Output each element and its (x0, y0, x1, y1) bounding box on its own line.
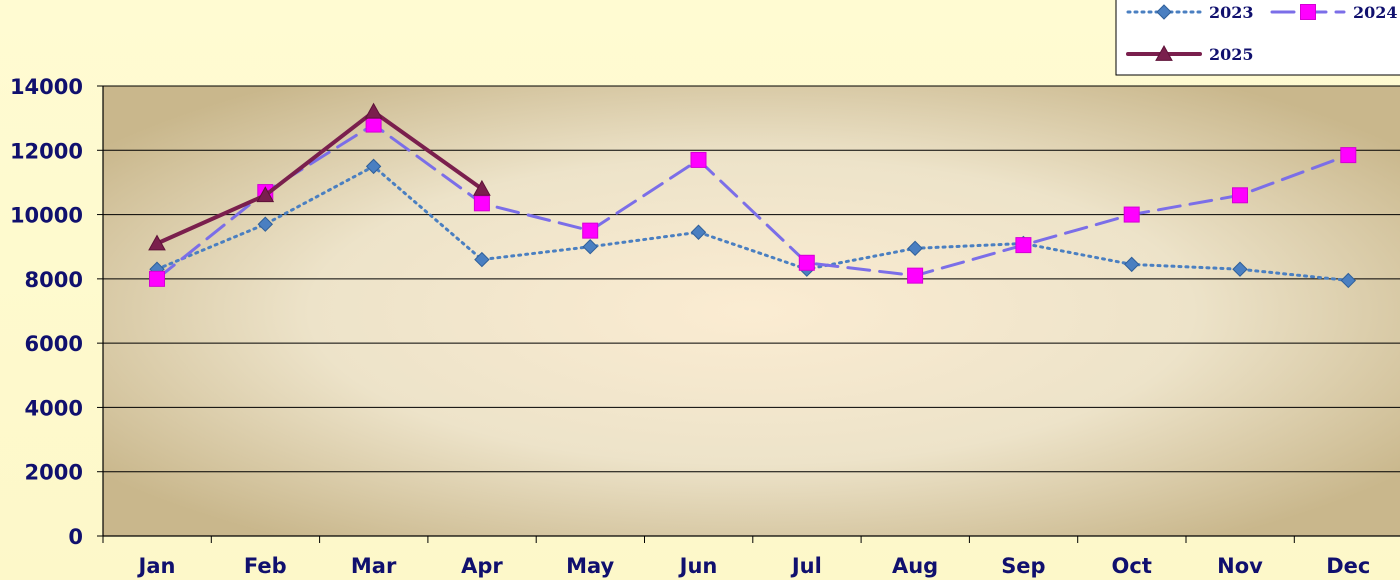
data-point-2024 (582, 222, 599, 239)
data-point-2025 (256, 186, 275, 203)
y-tick-label: 12000 (10, 139, 83, 163)
data-point-2023 (1340, 272, 1357, 289)
data-point-2024 (473, 195, 490, 212)
x-tick-label: Apr (461, 554, 503, 578)
x-tick-label: Nov (1217, 554, 1263, 578)
legend: 2023 2024 2025 (1115, 0, 1400, 76)
data-point-2024 (149, 270, 165, 287)
data-point-2023 (365, 158, 382, 175)
data-point-2025 (148, 234, 166, 251)
x-tick-label: Dec (1326, 554, 1370, 578)
data-point-2024 (1300, 4, 1316, 20)
y-tick-label: 6000 (25, 332, 83, 356)
x-tick-label: Jun (678, 554, 718, 578)
data-point-2024 (1015, 237, 1032, 254)
x-tick-label: Feb (244, 554, 287, 578)
series-line-2025 (155, 109, 484, 246)
data-point-2025 (1155, 44, 1173, 61)
data-point-2023 (690, 224, 707, 240)
y-tick-label: 10000 (10, 204, 83, 228)
y-tick-label: 14000 (10, 75, 83, 99)
legend-label-2025: 2025 (1209, 45, 1254, 64)
series-line-2023 (155, 164, 1350, 282)
plot-area (103, 86, 1400, 536)
x-tick-label: Oct (1112, 554, 1152, 578)
data-point-2023 (474, 251, 490, 268)
y-tick-label: 2000 (25, 461, 83, 485)
data-point-2024 (365, 116, 382, 133)
x-tick-label: Sep (1001, 554, 1045, 578)
series-2024 (149, 116, 1357, 287)
data-point-2023 (907, 240, 923, 257)
data-point-2023 (1123, 256, 1140, 273)
x-tick-label: Jul (790, 554, 822, 578)
data-point-2024 (1232, 187, 1248, 204)
x-tick-label: Aug (892, 554, 938, 578)
x-tick-label: Jan (137, 554, 176, 578)
data-point-2024 (1340, 147, 1357, 164)
x-tick-label: Mar (351, 554, 397, 578)
data-point-2023 (257, 216, 274, 232)
legend-label-2023: 2023 (1209, 3, 1254, 22)
x-tick-label: May (566, 554, 614, 578)
data-point-2025 (364, 102, 383, 119)
data-point-2023 (1156, 4, 1172, 20)
y-tick-label: 0 (68, 525, 83, 549)
data-point-2025 (473, 179, 491, 196)
data-point-2024 (907, 267, 924, 284)
data-point-2024 (1123, 206, 1140, 223)
series-line-2024 (155, 123, 1350, 281)
y-tick-label: 8000 (25, 268, 83, 292)
series-2025 (148, 102, 491, 251)
data-point-2024 (690, 151, 707, 168)
data-point-2023 (1232, 261, 1248, 277)
data-point-2024 (798, 254, 815, 271)
legend-label-2024: 2024 (1353, 3, 1398, 22)
y-tick-label: 4000 (25, 396, 83, 420)
data-point-2023 (582, 239, 598, 255)
